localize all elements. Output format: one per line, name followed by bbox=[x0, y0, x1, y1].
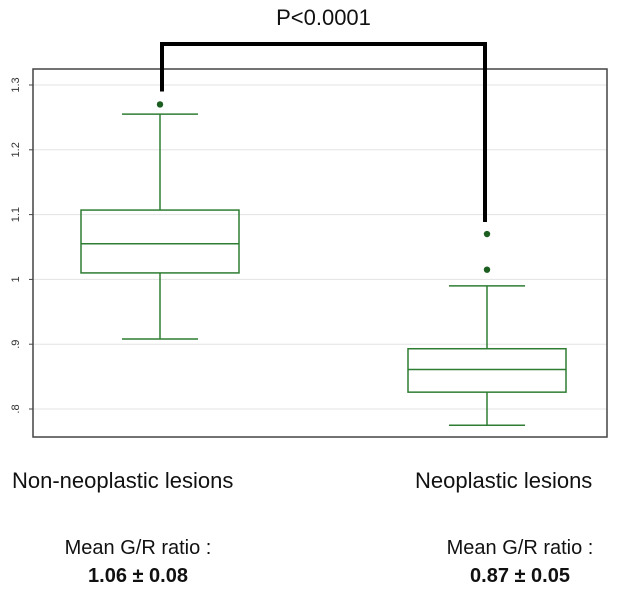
category-label-neoplastic: Neoplastic lesions bbox=[415, 468, 593, 493]
outlier-point bbox=[483, 230, 491, 238]
mean-value-non-neoplastic: 1.06 ± 0.08 bbox=[88, 565, 188, 587]
y-tick-label: .8 bbox=[10, 404, 22, 413]
y-tick-label: 1 bbox=[10, 276, 22, 282]
mean-label-non-neoplastic: Mean G/R ratio : bbox=[64, 537, 212, 559]
outlier-point bbox=[156, 101, 164, 108]
boxes bbox=[80, 101, 567, 426]
iqr-box bbox=[80, 209, 240, 274]
y-axis: .8 .9 1 1.1 1.2 1.3 bbox=[10, 77, 33, 414]
outlier-point bbox=[483, 266, 491, 273]
box-neoplastic bbox=[407, 230, 567, 426]
category-label-non-neoplastic: Non-neoplastic lesions bbox=[12, 468, 234, 493]
p-value-annotation: P<0.0001 bbox=[276, 5, 371, 30]
box-non-neoplastic bbox=[80, 101, 240, 340]
y-tick-label: 1.3 bbox=[10, 77, 22, 92]
grid-lines bbox=[33, 84, 607, 410]
y-tick-label: 1.2 bbox=[10, 142, 22, 157]
bracket-line bbox=[160, 42, 487, 223]
y-tick-label: .9 bbox=[10, 340, 22, 349]
y-tick-label: 1.1 bbox=[10, 207, 22, 222]
plot-frame bbox=[32, 68, 608, 438]
iqr-box bbox=[407, 347, 567, 393]
significance-bracket bbox=[160, 42, 487, 223]
mean-label-neoplastic: Mean G/R ratio : bbox=[446, 537, 594, 559]
mean-value-neoplastic: 0.87 ± 0.05 bbox=[470, 565, 570, 587]
